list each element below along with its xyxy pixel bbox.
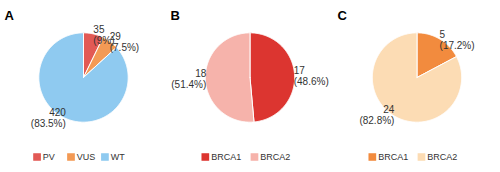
svg-text:BRCA2: BRCA2 (427, 152, 457, 162)
svg-text:17(48.6%): 17(48.6%) (294, 65, 329, 87)
svg-text:BRCA1: BRCA1 (211, 152, 241, 162)
svg-text:B: B (171, 8, 180, 23)
svg-text:C: C (338, 8, 348, 23)
svg-text:BRCA1: BRCA1 (378, 152, 408, 162)
svg-text:29(7.5%): 29(7.5%) (110, 31, 139, 53)
svg-text:BRCA2: BRCA2 (260, 152, 290, 162)
svg-text:VUS: VUS (77, 152, 96, 162)
svg-text:PV: PV (43, 152, 55, 162)
svg-text:WT: WT (111, 152, 125, 162)
svg-text:A: A (5, 8, 15, 23)
html-text:(9%): (9%) (93, 34, 115, 46)
svg-text:18(51.4%): 18(51.4%) (171, 68, 206, 90)
svg-text:5(17.2%): 5(17.2%) (440, 29, 475, 51)
svg-text:420(83.5%): 420(83.5%) (31, 107, 66, 129)
svg-text:24(82.8%): 24(82.8%) (359, 104, 394, 126)
html-text:35: 35 (93, 23, 105, 35)
